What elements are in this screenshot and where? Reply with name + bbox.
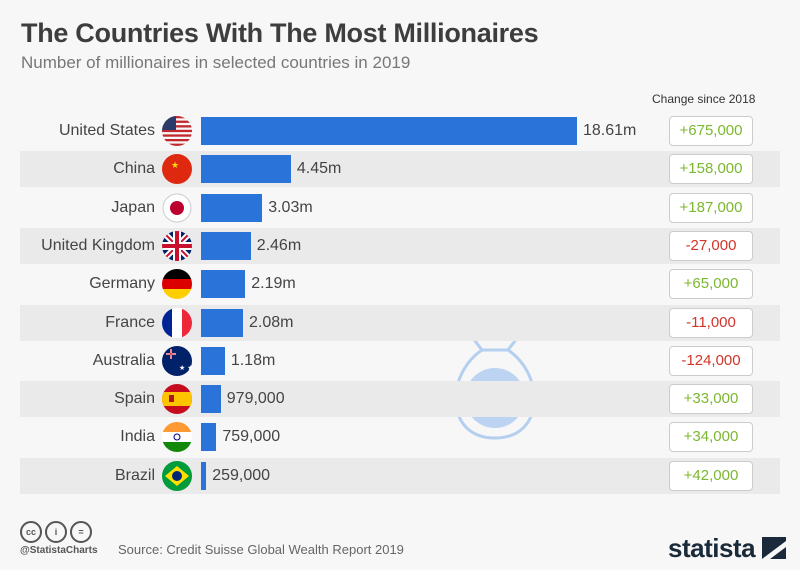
bar [201, 270, 246, 299]
category-label: Japan [111, 198, 155, 216]
change-badge: +33,000 [669, 384, 753, 415]
bar-row: France 2.08m -11,000 [20, 304, 780, 341]
value-label: 18.61m [583, 122, 637, 139]
change-badge: +34,000 [669, 422, 753, 453]
category-label: Australia [92, 351, 155, 369]
india-flag-icon [162, 422, 192, 453]
category-label: India [120, 428, 155, 446]
change-header: Change since 2018 [652, 92, 756, 106]
bar-row: China ★ 4.45m +158,000 [20, 151, 780, 188]
us-flag-icon [162, 116, 192, 146]
svg-text:★ ★: ★ ★ [179, 364, 192, 372]
nd-icon: = [70, 521, 92, 543]
china-flag-icon: ★ [162, 154, 192, 185]
bar [201, 461, 207, 490]
change-badge: +187,000 [669, 192, 753, 223]
value-label: 979,000 [226, 390, 285, 408]
germany-flag-icon [162, 269, 192, 300]
bar-row: Spain 979,000 +33,000 [20, 381, 780, 418]
uk-flag-icon [162, 230, 192, 261]
change-badge: -11,000 [669, 307, 753, 338]
by-icon: i [45, 521, 67, 543]
bar-row: Brazil 259,000 +42,000 [20, 457, 780, 494]
bar [201, 231, 251, 260]
chart-title: The Countries With The Most Millionaires [21, 18, 539, 48]
bar [201, 155, 291, 184]
bar-row: India 759,000 +34,000 [20, 419, 780, 455]
japan-flag-icon [162, 193, 192, 223]
category-label: United States [58, 122, 155, 139]
change-badge: +158,000 [669, 154, 753, 185]
spain-flag-icon [162, 384, 192, 415]
change-badge: +42,000 [669, 460, 753, 491]
bar [201, 346, 225, 375]
bar [201, 193, 263, 222]
value-label: 1.18m [230, 351, 276, 369]
value-label: 259,000 [212, 466, 271, 484]
change-badge: -124,000 [669, 345, 753, 376]
chart-subtitle: Number of millionaires in selected count… [21, 53, 411, 72]
change-badge: +675,000 [669, 116, 753, 146]
category-label: France [105, 313, 155, 331]
value-label: 2.08m [249, 313, 294, 331]
value-label: 3.03m [268, 198, 313, 216]
change-badge: +65,000 [669, 269, 753, 300]
change-badge: -27,000 [669, 230, 753, 261]
value-label: 2.19m [251, 275, 296, 293]
statista-logo: statista [668, 533, 786, 564]
bar [201, 117, 577, 145]
brazil-flag-icon [162, 460, 192, 491]
category-label: Brazil [114, 466, 155, 484]
category-label: China [113, 160, 155, 178]
value-label: 2.46m [256, 236, 302, 254]
category-label: Spain [114, 390, 155, 408]
bar-row: Japan 3.03m +187,000 [20, 190, 780, 226]
svg-text:★: ★ [171, 160, 179, 170]
cc-icon: cc [20, 521, 42, 543]
australia-flag-icon: ★ ★ [162, 345, 192, 376]
bar-row: Germany 2.19m +65,000 [20, 266, 780, 302]
bar-row: United Kingdom 2.46m -27,000 [20, 227, 780, 264]
value-label: 4.45m [296, 160, 342, 178]
france-flag-icon [162, 307, 192, 338]
category-label: United Kingdom [41, 236, 155, 254]
source-note: Source: Credit Suisse Global Wealth Repo… [118, 542, 404, 557]
footer-handle: @StatistaCharts [20, 545, 98, 556]
value-label: 759,000 [222, 428, 281, 446]
bar [201, 423, 217, 452]
category-label: Germany [89, 275, 155, 293]
bar-row: United States 18.61m +675,000 [20, 113, 780, 149]
bar [201, 308, 244, 337]
bar-row: Australia ★ ★ 1.18m -124,000 [20, 343, 780, 379]
bar [201, 385, 221, 414]
